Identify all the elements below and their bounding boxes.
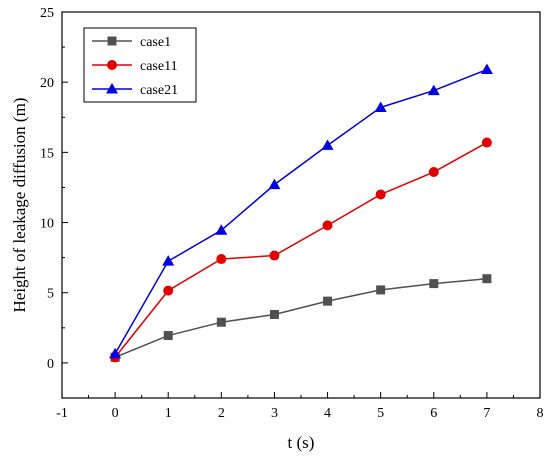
ticks-layer: -1 0 1 2 3 4 5 6 7 8 0 5 10 15 20 25 [40,6,544,421]
x-tick-label: -1 [56,406,68,421]
data-point-case11 [163,285,174,296]
legend-marker [107,36,117,46]
x-tick-label: 8 [537,406,544,421]
legend: case1 case11 case21 [92,35,178,98]
series-line-case21 [114,68,488,355]
x-tick-label: 2 [218,406,225,421]
data-point-case21 [374,101,387,112]
x-tick-label: 7 [483,406,490,421]
data-point-case21 [480,63,493,75]
series-layer [109,63,493,363]
data-point-case1 [482,274,492,284]
series-line-case11 [114,141,488,358]
data-point-case11 [216,254,227,265]
data-point-case11 [269,250,280,261]
x-tick-label: 0 [112,406,119,421]
legend-marker [106,83,118,94]
data-point-case11 [481,137,492,148]
data-point-case11 [375,189,386,200]
data-point-case1 [269,309,279,319]
legend-label: case11 [140,59,178,74]
x-tick-label: 3 [271,406,278,421]
data-point-case1 [216,317,226,327]
x-axis-title: t (s) [288,433,315,452]
series-case21 [109,63,493,359]
legend-label: case1 [140,35,171,50]
data-point-case1 [429,279,439,289]
data-point-case21 [109,347,122,359]
legend-item-case11: case11 [92,59,178,74]
data-point-case21 [268,178,281,190]
x-tick-label: 1 [165,406,172,421]
y-tick-label: 25 [40,6,54,21]
data-point-case21 [427,84,440,96]
y-tick-label: 20 [40,76,54,91]
data-point-case11 [322,220,333,231]
data-point-case21 [162,255,175,266]
series-line-case1 [114,277,487,358]
y-tick-label: 10 [40,217,54,232]
y-tick-label: 5 [47,287,54,302]
legend-item-case21: case21 [92,83,178,98]
legend-item-case1: case1 [92,35,171,50]
y-tick-label: 15 [40,146,54,161]
series-case11 [110,137,492,363]
y-axis-title: Height of leakage diffusion (m) [10,98,29,313]
x-tick-label: 4 [324,406,331,421]
data-point-case21 [215,224,228,235]
legend-marker [107,60,117,70]
x-tick-label: 5 [377,406,384,421]
data-point-case1 [323,296,333,306]
data-point-case11 [428,167,439,178]
x-tick-label: 6 [430,406,437,421]
legend-label: case21 [140,83,178,98]
y-tick-label: 0 [47,357,54,372]
data-point-case1 [376,285,386,295]
data-point-case21 [321,139,334,150]
data-point-case1 [163,331,173,341]
